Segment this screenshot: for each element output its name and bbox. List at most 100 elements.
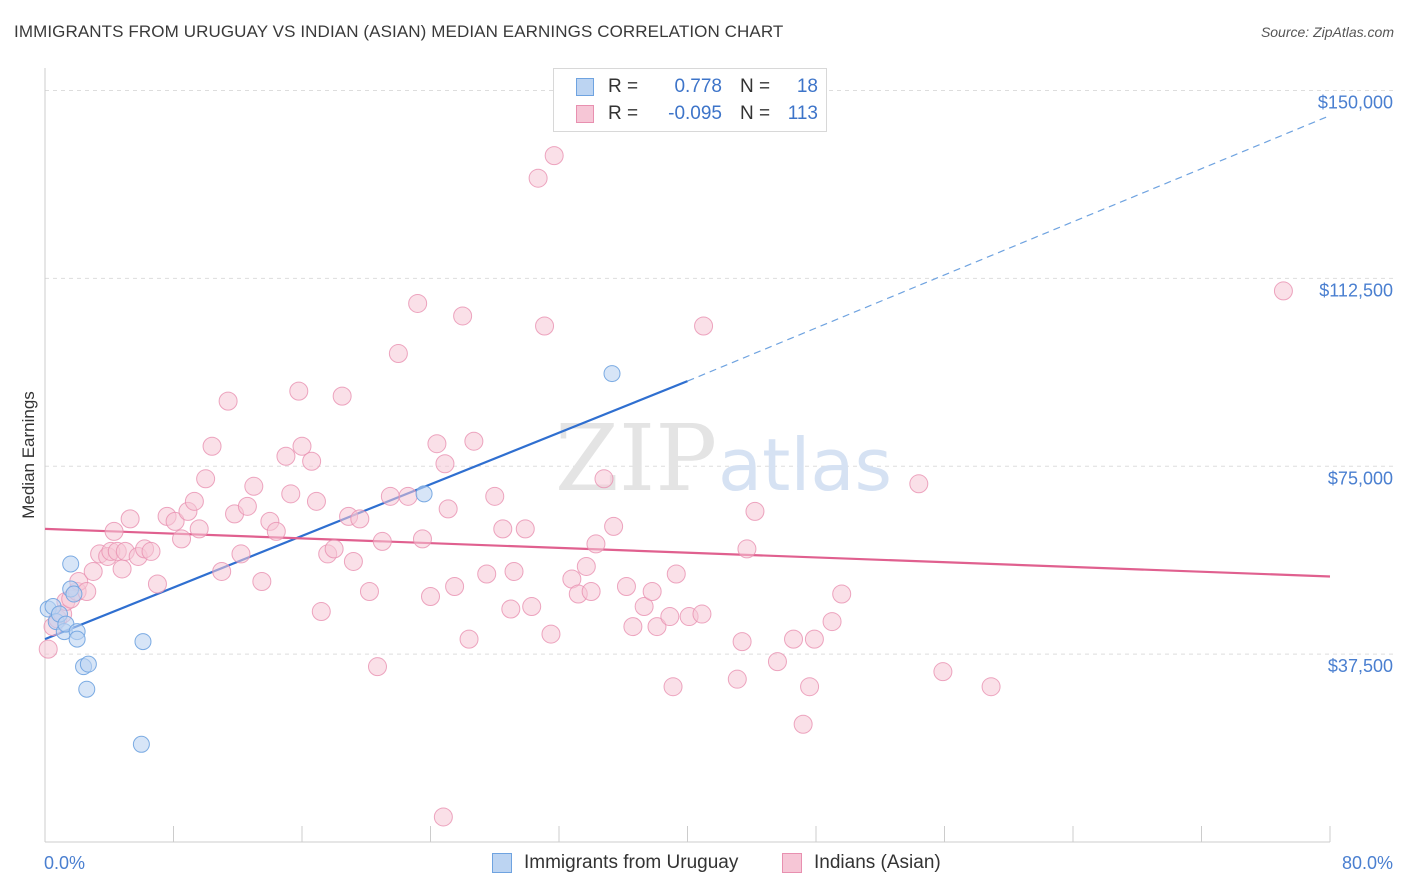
point-indians-asian: [218, 391, 238, 411]
point-indians-asian: [594, 469, 614, 489]
legend-series1-label: Immigrants from Uruguay: [524, 852, 739, 873]
legend-r-value: 0.778: [674, 76, 722, 97]
point-indians-asian: [800, 677, 820, 697]
legend-row-uruguay: R = 0.778 N = 18: [576, 74, 818, 100]
tick-labels: $37,500 $75,000 $112,500 $150,000 0.0% 80.0%: [44, 93, 1393, 873]
series-legend: Immigrants from Uruguay Indians (Asian): [0, 852, 1406, 878]
point-indians-asian: [576, 556, 596, 576]
point-indians-asian: [445, 576, 465, 596]
point-indians-asian: [623, 617, 643, 637]
legend-swatch-blue: [576, 78, 594, 96]
point-indians-asian: [244, 476, 264, 496]
point-uruguay: [62, 555, 80, 573]
point-indians-asian: [634, 597, 654, 617]
grid-lines: [45, 90, 1395, 655]
legend-row-indians: R = -0.095 N = 113: [576, 101, 818, 127]
point-indians-asian: [147, 574, 167, 594]
legend-item-uruguay: Immigrants from Uruguay: [492, 852, 738, 874]
point-indians-asian: [642, 582, 662, 602]
legend-r-label: R =: [608, 76, 639, 97]
point-indians-asian: [515, 519, 535, 539]
point-indians-asian: [793, 714, 813, 734]
trend-line-uruguay-extension: [687, 115, 1331, 382]
point-indians-asian: [528, 168, 548, 188]
point-uruguay: [68, 630, 86, 648]
point-indians-asian: [647, 617, 667, 637]
point-indians-asian: [38, 639, 58, 659]
point-indians-asian: [388, 344, 408, 364]
y-tick-label: $112,500: [1319, 280, 1393, 300]
point-indians-asian: [212, 561, 232, 581]
point-indians-asian: [727, 669, 747, 689]
legend-n-value: 113: [787, 103, 818, 124]
point-uruguay: [603, 365, 621, 383]
point-indians-asian: [433, 807, 453, 827]
point-indians-asian: [501, 599, 521, 619]
x-tick-label: 0.0%: [44, 853, 85, 873]
point-indians-asian: [493, 519, 513, 539]
point-indians-asian: [276, 446, 296, 466]
axes: [44, 68, 1331, 843]
legend-n-value: 18: [796, 76, 818, 97]
legend-r-label: R =: [608, 103, 639, 124]
point-indians-asian: [504, 561, 524, 581]
point-indians-asian: [412, 529, 432, 549]
watermark-zip: ZIP: [555, 405, 717, 512]
stats-legend: R = 0.778 N = 18 R = -0.095 N = 113: [553, 68, 827, 132]
point-indians-asian: [427, 434, 447, 454]
trend-lines: [44, 115, 1331, 641]
point-indians-asian: [252, 571, 272, 591]
point-indians-asian: [477, 564, 497, 584]
point-uruguay: [65, 585, 83, 603]
point-indians-asian: [141, 541, 161, 561]
point-indians-asian: [586, 534, 606, 554]
chart-title: IMMIGRANTS FROM URUGUAY VS INDIAN (ASIAN…: [14, 22, 784, 41]
point-indians-asian: [692, 604, 712, 624]
legend-item-indians: Indians (Asian): [782, 852, 941, 874]
point-indians-asian: [237, 496, 257, 516]
point-indians-asian: [909, 474, 929, 494]
point-indians-asian: [485, 486, 505, 506]
point-indians-asian: [372, 531, 392, 551]
y-tick-label: $150,000: [1318, 93, 1393, 113]
point-indians-asian: [359, 582, 379, 602]
point-indians-asian: [324, 539, 344, 559]
point-indians-asian: [306, 491, 326, 511]
y-axis-label: Median Earnings: [19, 391, 38, 519]
point-indians-asian: [332, 386, 352, 406]
point-indians-asian: [196, 469, 216, 489]
point-uruguay: [415, 485, 433, 503]
point-indians-asian: [732, 632, 752, 652]
point-indians-asian: [380, 486, 400, 506]
point-indians-asian: [933, 662, 953, 682]
y-tick-label: $37,500: [1328, 656, 1393, 676]
point-indians-asian: [1273, 281, 1293, 301]
x-tick-label: 80.0%: [1342, 853, 1393, 873]
point-uruguay: [79, 655, 97, 673]
trend-line-uruguay: [44, 380, 688, 641]
point-indians-asian: [745, 501, 765, 521]
point-indians-asian: [767, 652, 787, 672]
legend-r-value: -0.095: [668, 103, 722, 124]
point-uruguay: [134, 633, 152, 651]
point-indians-asian: [302, 451, 322, 471]
point-indians-asian: [459, 629, 479, 649]
point-indians-asian: [112, 559, 132, 579]
point-indians-asian: [172, 529, 192, 549]
point-indians-asian: [311, 602, 331, 622]
point-indians-asian: [453, 306, 473, 326]
point-indians-asian: [367, 657, 387, 677]
point-indians-asian: [784, 629, 804, 649]
point-indians-asian: [231, 544, 251, 564]
data-points: [38, 146, 1293, 827]
point-indians-asian: [104, 521, 124, 541]
point-indians-asian: [398, 486, 418, 506]
point-indians-asian: [541, 624, 561, 644]
point-indians-asian: [281, 484, 301, 504]
point-indians-asian: [666, 564, 686, 584]
y-tick-label: $75,000: [1328, 468, 1393, 488]
point-indians-asian: [694, 316, 714, 336]
point-indians-asian: [464, 431, 484, 451]
watermark-atlas: atlas: [718, 423, 892, 507]
